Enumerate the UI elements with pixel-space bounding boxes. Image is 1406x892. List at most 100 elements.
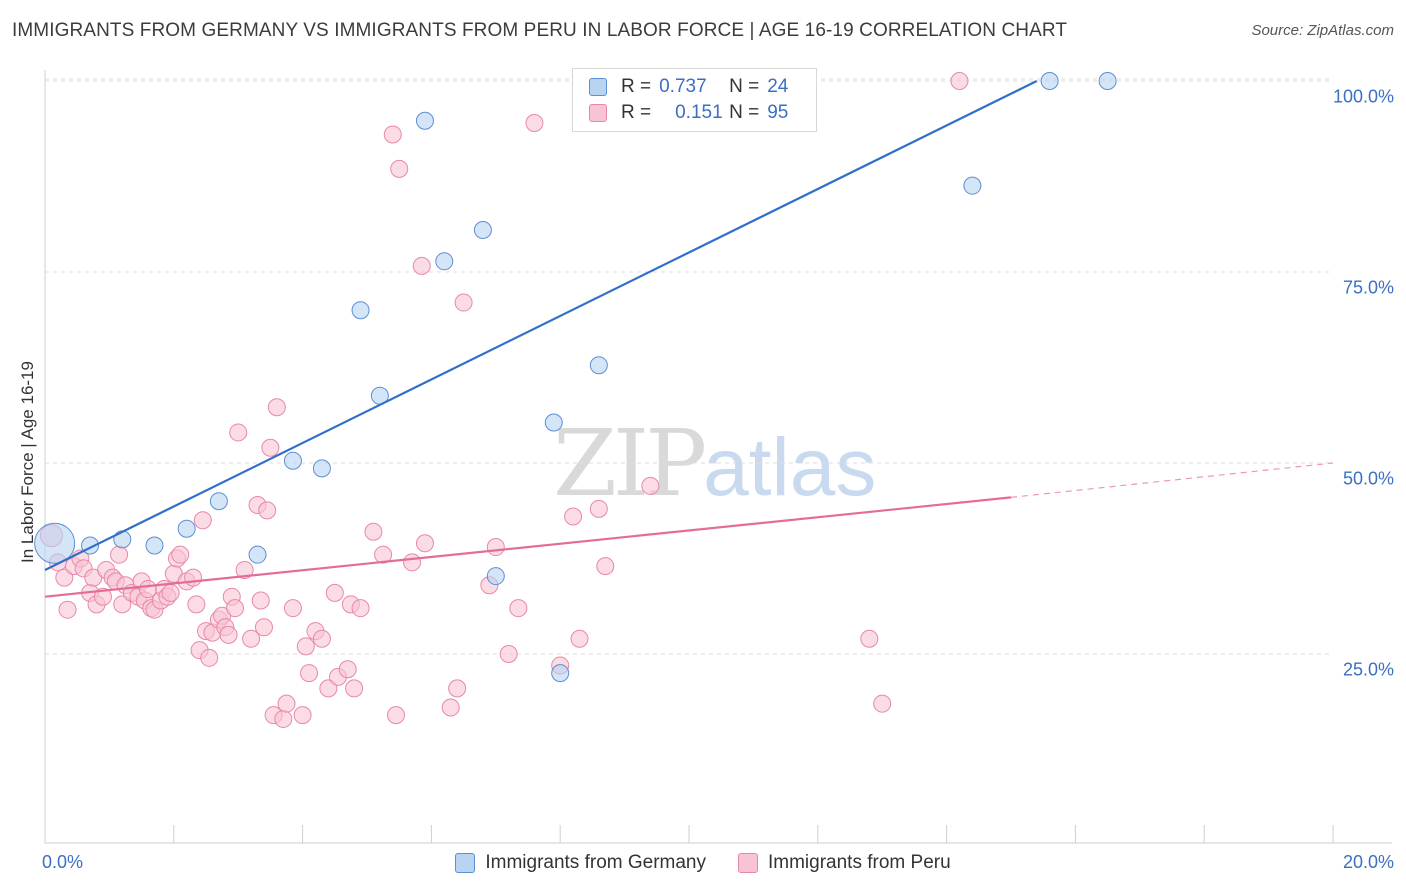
peru-point [415, 534, 434, 553]
germany-point [1040, 72, 1059, 90]
germany-point [34, 522, 76, 564]
peru-point [319, 679, 338, 698]
peru-point [873, 694, 892, 713]
peru-n-value: 95 [767, 102, 789, 123]
peru-point [184, 568, 203, 587]
peru-point [225, 599, 244, 618]
peru-point [187, 595, 206, 614]
peru-point [338, 660, 357, 679]
germany-point [312, 459, 331, 478]
peru-point [383, 125, 402, 144]
peru-point [325, 583, 344, 602]
peru-point [261, 438, 280, 457]
peru-point [412, 256, 431, 275]
legend-item-germany[interactable]: Immigrants from Germany [455, 852, 706, 874]
peru-point [860, 629, 879, 648]
peru-trend-line [44, 496, 1012, 598]
y-axis-label: In Labor Force | Age 16-19 [18, 361, 37, 563]
peru-point [390, 159, 409, 178]
peru-point [570, 629, 589, 648]
peru-r-label: R = [621, 102, 652, 123]
peru-point [448, 679, 467, 698]
peru-point [564, 507, 583, 526]
peru-point [235, 560, 254, 579]
germany-point [589, 356, 608, 375]
peru-point [641, 476, 660, 495]
peru-point [200, 648, 219, 667]
legend-peru-label: Immigrants from Peru [768, 852, 951, 873]
watermark-atlas: atlas [703, 422, 877, 513]
peru-point [596, 557, 615, 576]
source-label: Source: ZipAtlas.com [1251, 22, 1394, 39]
legend-germany-swatch [455, 853, 476, 873]
germany-point [351, 301, 370, 320]
germany-point [177, 519, 196, 538]
peru-point [161, 583, 180, 602]
watermark: ZIPatlas [553, 410, 876, 517]
peru-point [351, 599, 370, 618]
germany-r-value: 0.737 [659, 76, 707, 97]
chart-title: IMMIGRANTS FROM GERMANY VS IMMIGRANTS FR… [12, 20, 1068, 41]
peru-point [589, 499, 608, 518]
peru-point [219, 625, 238, 644]
peru-point [403, 553, 422, 572]
germany-point [473, 220, 492, 239]
germany-n-value: 24 [767, 76, 789, 97]
legend-row-germany: R = 0.737 N = 24 [589, 75, 788, 99]
y-tick-75: 75.0% [1342, 277, 1394, 298]
germany-point [248, 545, 267, 564]
peru-point [525, 114, 544, 133]
peru-point [110, 545, 129, 564]
peru-point [950, 72, 969, 90]
peru-point [267, 398, 286, 417]
y-tick-25: 25.0% [1342, 659, 1394, 680]
correlation-legend: R = 0.737 N = 24 R = 0.151 N = 95 [572, 68, 817, 132]
germany-trend-line [44, 80, 1038, 571]
peru-point [441, 698, 460, 717]
peru-point [300, 664, 319, 683]
germany-point [415, 111, 434, 130]
legend-peru-swatch [738, 853, 758, 873]
peru-point [386, 706, 405, 725]
peru-point [254, 618, 273, 637]
y-tick-50: 50.0% [1342, 468, 1394, 489]
peru-point [258, 501, 277, 520]
germany-point [209, 492, 228, 511]
y-tick-100: 100.0% [1332, 86, 1394, 107]
peru-point [312, 629, 331, 648]
peru-point [55, 568, 74, 587]
peru-point [296, 637, 315, 656]
peru-point [277, 694, 296, 713]
legend-germany-label: Immigrants from Germany [485, 852, 706, 873]
germany-n-label: N = [729, 76, 760, 97]
peru-point [93, 587, 112, 606]
legend-row-peru: R = 0.151 N = 95 [589, 101, 788, 125]
germany-point [486, 567, 505, 586]
peru-point [283, 599, 302, 618]
peru-point [486, 538, 505, 557]
peru-point [113, 595, 132, 614]
peru-point [499, 645, 518, 663]
germany-point [551, 664, 570, 683]
germany-point [963, 176, 982, 195]
peru-trend-extension [1010, 462, 1334, 498]
peru-point [364, 522, 383, 541]
peru-point [251, 591, 270, 610]
germany-r-label: R = [621, 76, 652, 97]
legend-item-peru[interactable]: Immigrants from Peru [738, 852, 951, 874]
peru-r-value: 0.151 [675, 102, 723, 123]
peru-swatch [589, 104, 607, 122]
germany-point [113, 530, 132, 549]
peru-point [454, 293, 473, 312]
peru-point [171, 545, 190, 564]
peru-point [274, 709, 293, 728]
peru-point [374, 545, 393, 564]
peru-point [509, 599, 528, 618]
peru-point [229, 423, 248, 442]
germany-point [1098, 72, 1117, 90]
x-tick-min: 0.0% [42, 852, 84, 872]
peru-n-label: N = [729, 102, 760, 123]
germany-point [283, 451, 302, 470]
series-legend: Immigrants from Germany Immigrants from … [0, 852, 1406, 874]
germany-point [435, 252, 454, 271]
